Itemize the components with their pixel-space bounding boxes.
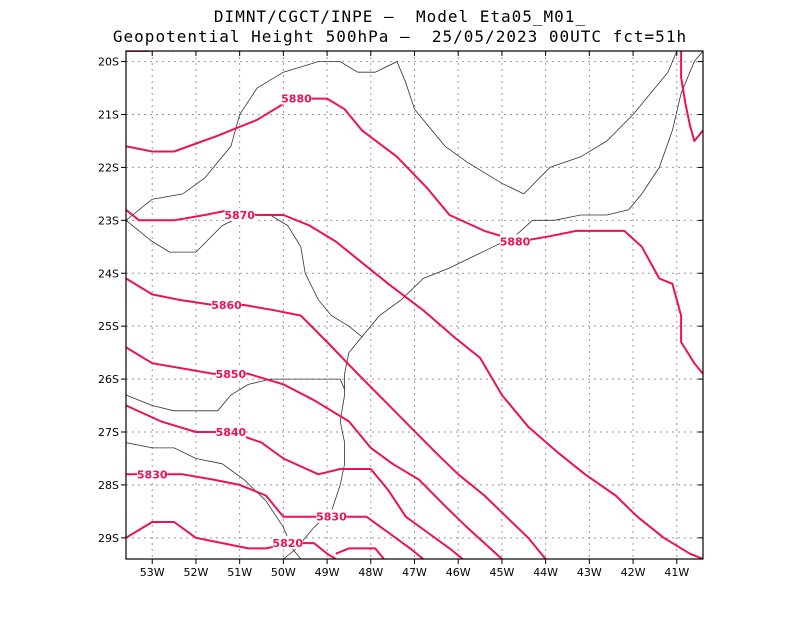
map-title-line1: DIMNT/CGCT/INPE – Model Eta05_M01_ [213,7,587,26]
contour-label-8: 5820 [272,537,303,550]
boundary-line-0 [126,51,678,221]
contour-label-bg-1 [500,234,531,248]
lon-tick-label-2: 51W [227,566,252,579]
contour-label-2: 5870 [224,209,255,222]
lat-tick-label-6: 26S [98,373,119,386]
contour-5850-4 [126,346,503,559]
lon-tick-label-10: 43W [577,566,602,579]
contour-label-bg-7 [316,509,347,523]
lat-tick-label-7: 27S [98,426,119,439]
contour-labels: 5880 5880 5870 5860 5850 5840 5830 5830 5820 [137,91,531,550]
lat-tick-label-4: 24S [98,267,119,280]
contour-5860-3 [126,277,547,559]
lon-tick-label-3: 50W [271,566,296,579]
contour-5820-7 [126,521,337,559]
lon-tick-label-8: 45W [489,566,514,579]
contour-label-7: 5830 [316,511,347,524]
lat-tick-label-1: 21S [98,109,119,122]
contour-label-bg-8 [272,536,303,550]
lon-tick-label-12: 41W [664,566,689,579]
map-title-line2: Geopotential Height 500hPa – 25/05/2023 … [112,27,688,46]
lon-tick-label-5: 48W [358,566,383,579]
lat-tick-label-9: 29S [98,532,119,545]
contour-5830-6 [126,473,424,559]
lat-tick-label-5: 25S [98,320,119,333]
boundary-line-4 [361,51,703,338]
contour-label-bg-2 [224,208,255,222]
lon-tick-label-4: 49W [315,566,340,579]
lat-tick-label-2: 22S [98,161,119,174]
axis-ticks: 53W 52W 51W 50W 49W 48W 47W 46W 45W 44W 43W 42W 41W 2… [98,51,703,579]
contour-5870-2 [126,208,703,559]
boundary-line-5 [283,336,363,559]
contour-label-5: 5840 [216,426,247,439]
boundary-line-1 [126,214,363,338]
contour-label-bg-6 [137,467,168,481]
contour-label-4: 5850 [216,368,247,381]
contour-5880-0 [126,97,703,375]
lon-tick-label-0: 53W [140,566,165,579]
lon-tick-label-9: 44W [533,566,558,579]
contour-label-bg-3 [211,298,242,311]
contour-5840-5 [126,404,464,559]
contour-label-1: 5880 [500,236,531,249]
boundary-line-2 [126,378,345,412]
contour-5820-8 [335,547,385,559]
geopotential-contours [126,51,703,559]
contour-label-bg-5 [215,425,246,438]
contour-label-bg-0 [281,91,312,105]
contour-label-6: 5830 [137,468,168,481]
lon-tick-label-11: 42W [621,566,646,579]
contour-label-3: 5860 [211,299,242,312]
lat-tick-label-0: 20S [98,56,119,69]
contour-label-0: 5880 [281,93,312,106]
lat-tick-label-3: 23S [98,214,119,227]
contour-5880-1 [680,51,703,142]
lon-tick-label-6: 47W [402,566,427,579]
lat-tick-label-8: 28S [98,479,119,492]
contour-label-bg-4 [215,366,246,380]
coastline-boundaries [126,51,703,559]
lon-tick-label-1: 52W [184,566,209,579]
lon-tick-label-7: 46W [446,566,471,579]
